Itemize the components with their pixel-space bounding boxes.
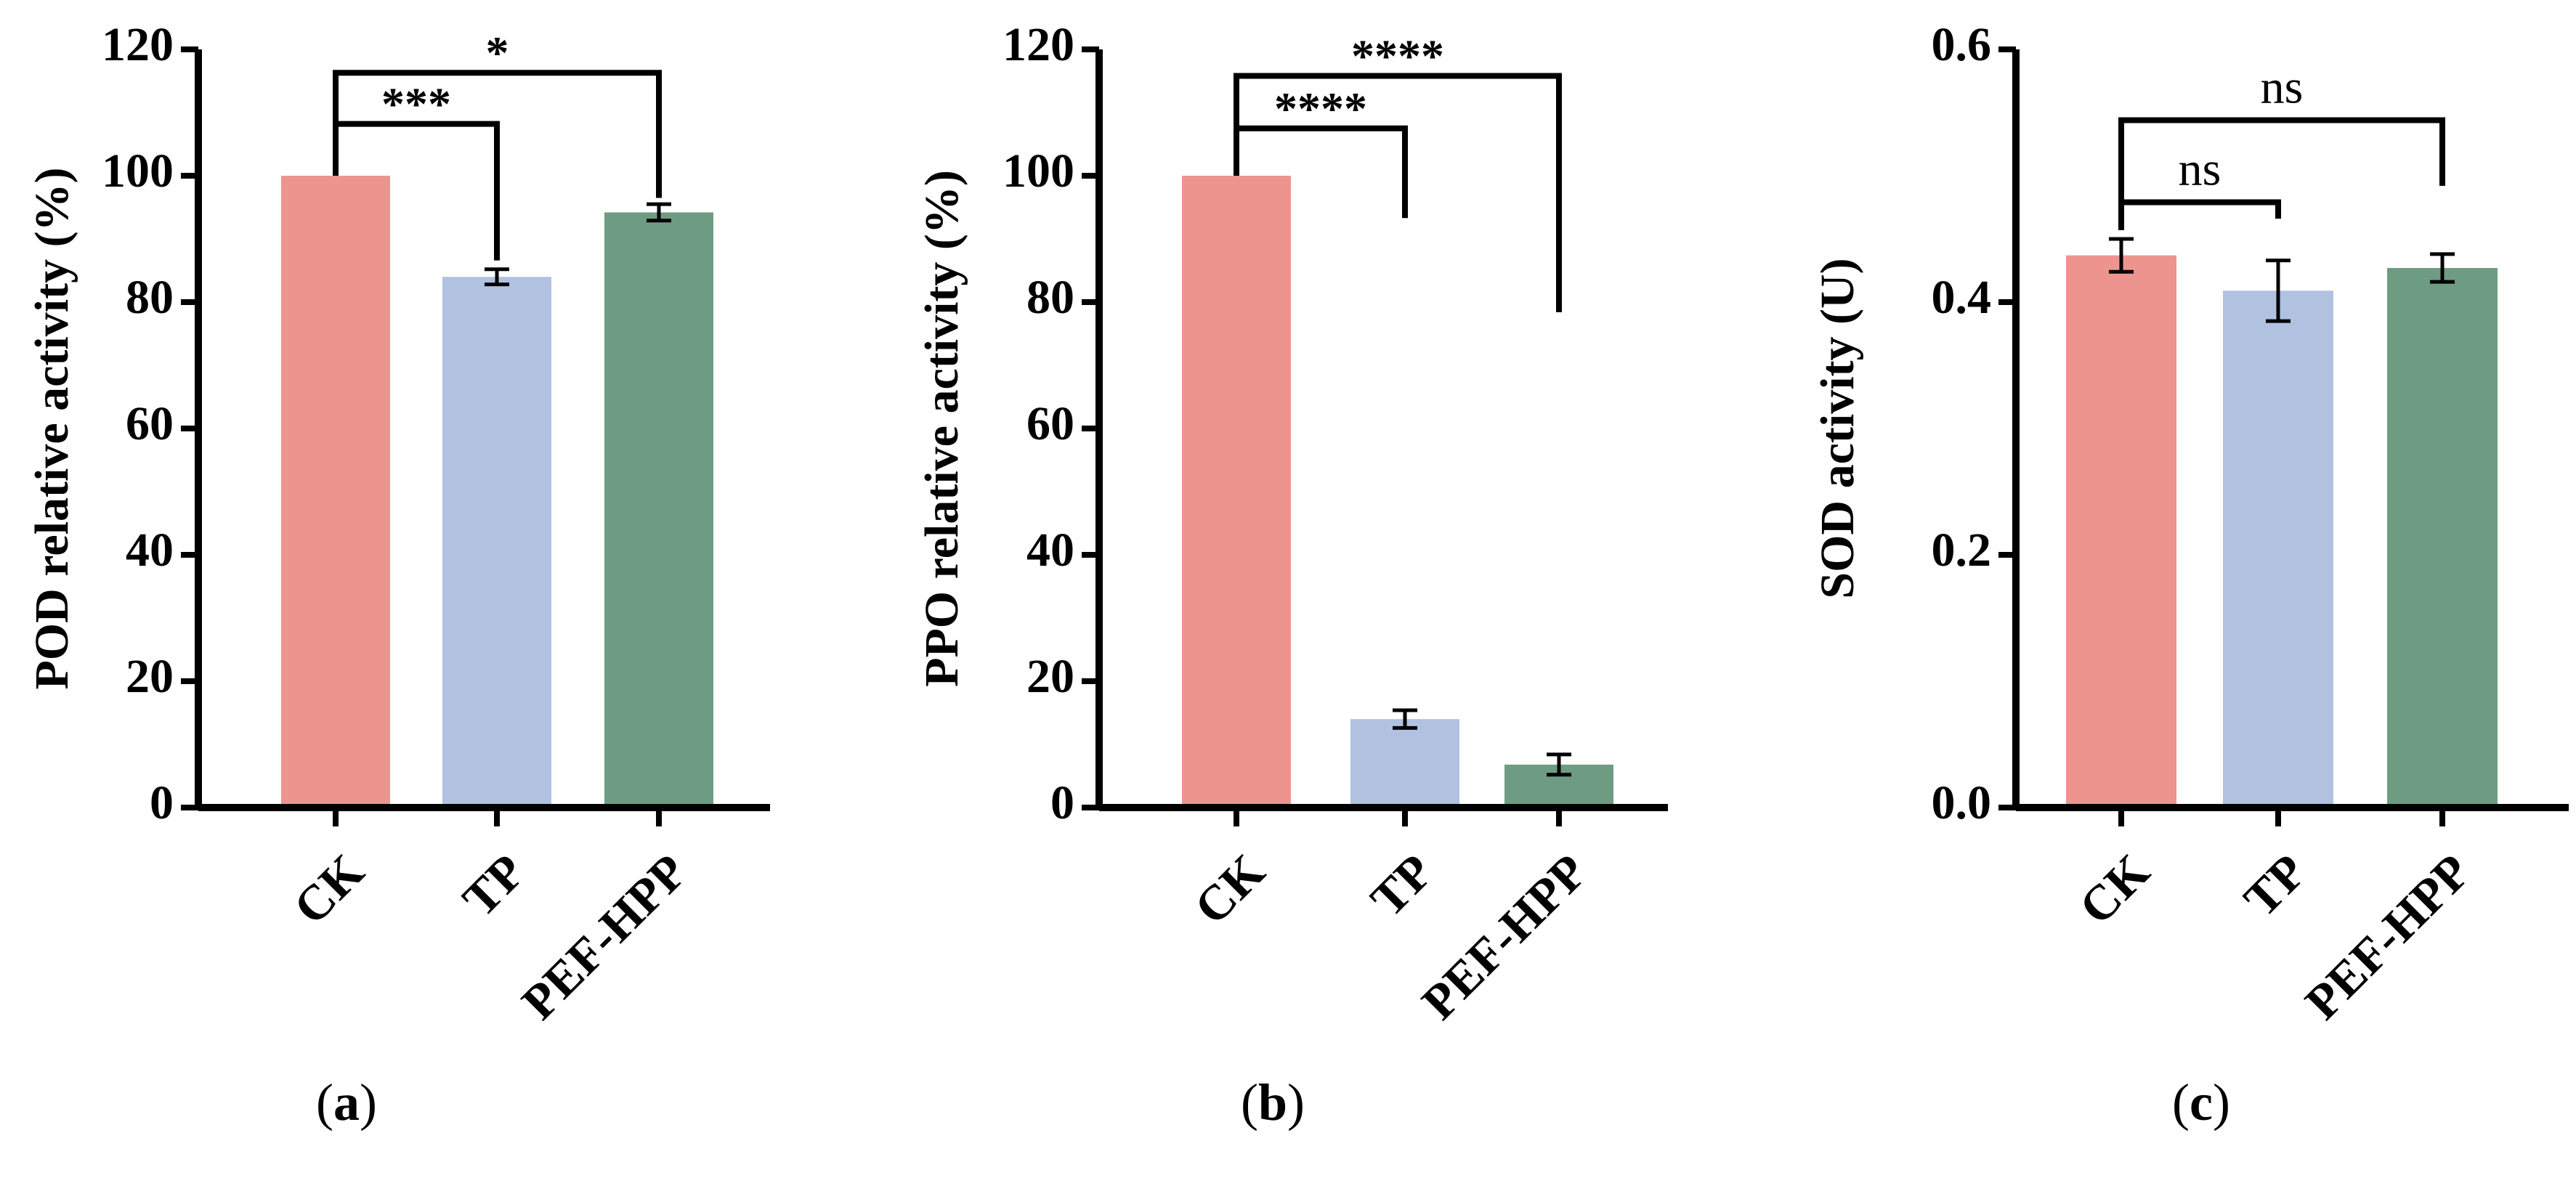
bars [2066,237,2498,826]
bracket-line [333,121,500,261]
significance-bracket: ns [2118,60,2445,203]
error-bar-pef-hpp [2430,252,2455,284]
panel-letter: c [2190,1073,2213,1131]
error-bar-tp [2266,259,2291,323]
x-category-label: TP [1360,843,1443,927]
y-axis-label: POD relative activity (%) [25,167,78,689]
y-tick-label: 120 [1003,18,1074,71]
bar-tp [2223,290,2333,805]
significance-bracket: **** [1234,31,1562,312]
bracket-line [1234,73,1562,312]
bar-ck [281,176,390,804]
panel-a: POD relative activity (%) 0 20 40 60 80 100 12… [25,18,770,1131]
significance-label: ns [2261,60,2304,113]
bars [1182,176,1613,826]
bar-tp [442,277,551,804]
x-category-label: CK [2068,843,2160,935]
x-category-label: PEF-HPP [1411,843,1597,1030]
bar-tp [1350,719,1459,804]
y-tick-label: 20 [1026,650,1074,703]
x-category-label: TP [452,843,535,927]
bracket-line [2118,199,2281,230]
significance-brackets: **** [333,27,662,261]
y-tick-label: 120 [102,18,174,71]
significance-bracket: *** [333,78,500,261]
y-tick-label: 40 [1026,524,1074,577]
panel-b: PPO relative activity (%) 0 20 40 60 80 100 12… [915,18,1668,1131]
significance-bracket: **** [1234,83,1408,219]
y-tick-label: 0.4 [1932,271,1992,324]
significance-label: ns [2179,143,2221,196]
y-tick-label: 20 [126,650,174,703]
error-bar-pef-hpp [1547,752,1571,777]
y-axis-label: SOD activity (U) [1811,258,1864,598]
significance-label: * [486,27,509,78]
bracket-line [333,70,662,198]
y-tick-label: 0 [150,776,174,829]
x-category-label: PEF-HPP [2294,843,2481,1030]
y-ticks: 0 20 40 60 80 100 120 [1003,18,1099,829]
y-tick-label: 80 [126,271,174,324]
panel-label: (b) [1241,1073,1305,1131]
significance-brackets: ******** [1234,31,1562,312]
y-tick-label: 0.2 [1932,524,1992,577]
panel-letter: b [1258,1073,1287,1131]
y-tick-label: 80 [1026,271,1074,324]
panel-label: (a) [316,1073,377,1131]
bar-pef-hpp [2387,268,2498,804]
y-tick-label: 60 [1026,397,1074,450]
x-category-label: CK [1183,843,1275,935]
y-tick-label: 0 [1050,776,1074,829]
significance-label: **** [1351,31,1444,82]
significance-label: *** [381,78,451,130]
y-tick-label: 40 [126,524,174,577]
bar-pef-hpp [604,212,713,805]
significance-bracket: * [333,27,662,198]
error-bar-pef-hpp [647,202,671,223]
y-tick-label: 0.0 [1932,776,1992,829]
bracket-line [2118,117,2445,203]
x-category-label: PEF-HPP [511,843,697,1030]
y-axis-label: PPO relative activity (%) [915,170,968,687]
x-category-label: TP [2233,843,2317,927]
panel-label: (c) [2172,1073,2230,1131]
error-bar-tp [1393,708,1417,730]
significance-label: **** [1274,83,1367,134]
bars [281,176,713,826]
y-tick-label: 60 [126,397,174,450]
y-tick-label: 100 [102,145,174,198]
x-category-label: CK [283,843,374,935]
error-bar-tp [485,267,509,287]
y-tick-label: 0.6 [1932,18,1992,71]
y-tick-label: 100 [1003,145,1074,198]
y-ticks: 0 20 40 60 80 100 120 [102,18,198,829]
error-bar-ck [2109,237,2134,274]
y-ticks: 0.0 0.2 0.4 0.6 [1932,18,2016,829]
bracket-line [1234,125,1408,219]
bar-ck [1182,176,1291,804]
bar-ck [2066,255,2176,804]
significance-bracket: ns [2118,143,2281,230]
panel-letter: a [333,1073,360,1131]
